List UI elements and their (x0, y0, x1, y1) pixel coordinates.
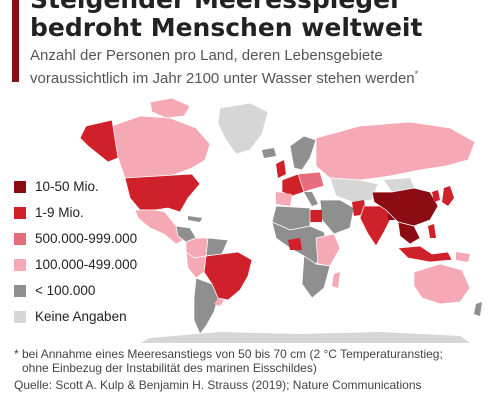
region-scandinavia (289, 135, 317, 171)
legend-label: 100.000-499.000 (34, 257, 141, 273)
legend-swatch (14, 284, 26, 297)
world-map (79, 97, 482, 343)
region-middle-east (319, 199, 355, 235)
legend-item: Keine Angaben (14, 306, 140, 328)
region-nigeria (288, 238, 302, 250)
subtitle-line-2: voraussichtlich im Jahr 2100 unter Wasse… (30, 70, 415, 87)
region-europe-central (297, 171, 325, 193)
region-central-asia (329, 177, 379, 203)
legend-swatch (14, 310, 26, 323)
region-mexico (134, 209, 185, 245)
legend-item: < 100.000 (14, 280, 140, 302)
region-mongolia (384, 178, 414, 192)
region-russia (315, 121, 476, 181)
region-egypt (310, 210, 322, 222)
legend-label: Keine Angaben (34, 309, 130, 325)
region-australia (413, 263, 471, 305)
region-korea (432, 190, 440, 202)
legend-item: 1-9 Mio. (14, 202, 140, 224)
region-iceland (262, 148, 276, 158)
legend-label: 10-50 Mio. (34, 179, 102, 195)
legend-swatch (14, 180, 26, 193)
region-indonesia (397, 245, 453, 263)
region-new-zealand (474, 302, 482, 316)
region-caribbean (188, 216, 202, 222)
legend-item: 500.000-999.000 (14, 228, 141, 250)
subtitle: Anzahl der Personen pro Land, deren Lebe… (30, 46, 490, 88)
subtitle-line-1: Anzahl der Personen pro Land, deren Lebe… (30, 47, 383, 64)
accent-bar (12, 0, 19, 82)
region-iberia (276, 192, 292, 206)
region-peru (185, 251, 207, 279)
region-chile-argentina (193, 277, 219, 335)
region-east-africa (315, 233, 341, 267)
footnote: * bei Annahme eines Meeresanstiegs von 5… (14, 347, 489, 375)
region-japan (442, 186, 454, 206)
subtitle-footnote-marker: * (414, 69, 419, 79)
legend-swatch (14, 206, 26, 219)
region-alaska (79, 119, 119, 163)
legend-item: 10-50 Mio. (14, 176, 140, 198)
region-india (359, 205, 393, 247)
region-arctic-islands (149, 97, 191, 119)
source-line: Quelle: Scott A. Kulp & Benjamin H. Stra… (14, 378, 422, 392)
footnote-line-2: ohne Einbezug der Instabilität des marin… (22, 361, 317, 375)
region-greenland (217, 102, 269, 155)
region-uruguay (214, 298, 224, 306)
legend-label: 500.000-999.000 (34, 231, 141, 247)
legend-item: 100.000-499.000 (14, 254, 141, 276)
region-venezuela (205, 237, 229, 257)
legend-label: < 100.000 (34, 283, 99, 299)
legend: 10-50 Mio. 1-9 Mio. 500.000-999.000 100.… (14, 176, 141, 332)
region-philippines (428, 224, 436, 238)
region-usa (124, 173, 201, 213)
page-title: Steigender Meeresspiegel bedroht Mensche… (30, 0, 495, 42)
subtitle-line-2-wrap: voraussichtlich im Jahr 2100 unter Wasse… (30, 65, 490, 88)
legend-swatch (14, 258, 26, 271)
region-italy (304, 192, 318, 206)
legend-label: 1-9 Mio. (34, 205, 87, 221)
region-brazil (203, 251, 253, 301)
region-southeast-asia (397, 221, 421, 245)
region-china (371, 187, 439, 227)
title-line-1: Steigender Meeresspiegel (30, 0, 495, 14)
region-papua (456, 252, 470, 262)
legend-swatch (14, 232, 26, 245)
region-canada (111, 115, 211, 179)
region-uk (276, 160, 286, 178)
region-madagascar (332, 272, 340, 288)
footnote-line-1: * bei Annahme eines Meeresanstiegs von 5… (14, 347, 443, 361)
title-line-2: bedroht Menschen weltweit (30, 13, 423, 42)
region-antarctica (140, 332, 470, 343)
region-southern-africa (301, 255, 331, 299)
